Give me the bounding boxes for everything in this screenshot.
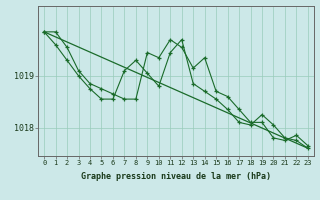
X-axis label: Graphe pression niveau de la mer (hPa): Graphe pression niveau de la mer (hPa) bbox=[81, 172, 271, 181]
